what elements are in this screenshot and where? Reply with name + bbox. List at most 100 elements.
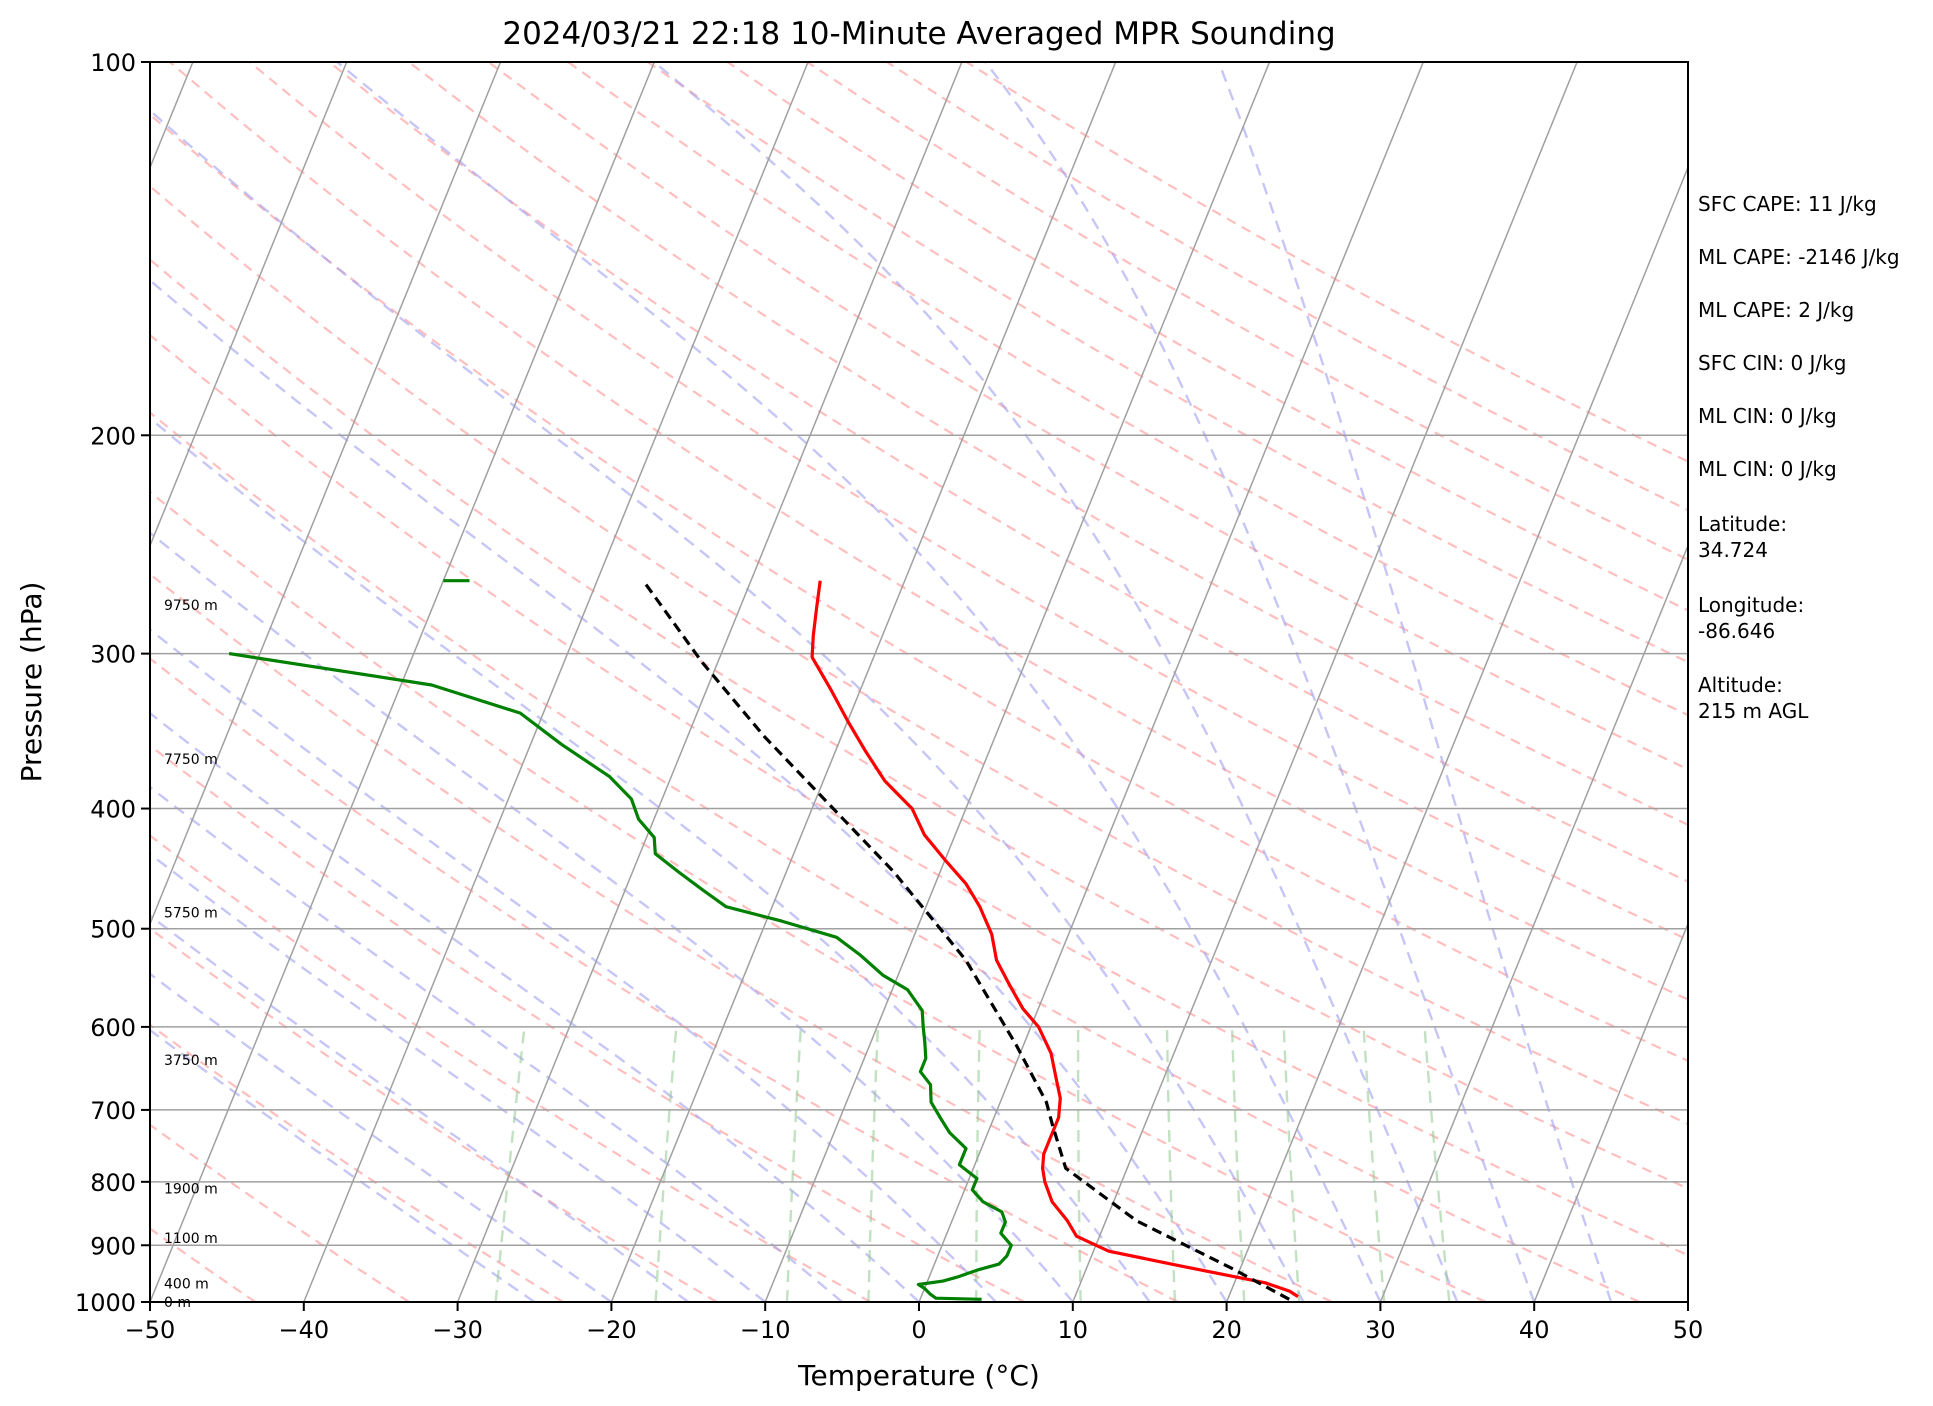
isotherm (150, 62, 348, 548)
moist-adiabat (984, 62, 1536, 1302)
x-tick-label: 20 (1211, 1316, 1242, 1344)
y-tick-label: 300 (90, 641, 136, 669)
y-axis-label: Pressure (hPa) (15, 582, 48, 783)
altitude-value: 215 m AGL (1698, 699, 1809, 723)
x-tick-label: 10 (1058, 1316, 1089, 1344)
plot-frame (149, 61, 1689, 1303)
dewpoint-line (228, 652, 1013, 1301)
x-tick-label: −20 (586, 1316, 637, 1344)
moist-adiabat (336, 62, 1382, 1302)
y-tick-label: 400 (90, 796, 136, 824)
dry-adiabat (150, 927, 718, 1302)
isotherm (1072, 62, 1578, 1302)
moist-adiabat (150, 416, 1151, 1302)
mixing-ratio-line (1362, 1026, 1386, 1302)
dry-adiabat (567, 62, 1688, 717)
moist-adiabat (1217, 62, 1613, 1302)
dry-adiabat (150, 113, 1688, 1063)
dry-adiabat (150, 657, 1179, 1302)
x-axis-label: Temperature (°C) (797, 1359, 1040, 1392)
x-tick-label: −50 (125, 1316, 176, 1344)
stat-ml-cape: ML CAPE: -2146 J/kg (1698, 245, 1900, 269)
mixing-ratio-line (654, 1026, 678, 1302)
moist-adiabat (150, 531, 1074, 1302)
latitude-label: Latitude: (1698, 512, 1787, 536)
y-tick-label: 1000 (75, 1289, 136, 1317)
dry-adiabat (487, 62, 1688, 771)
moist-adiabat (150, 627, 997, 1302)
x-axis-ticks: −50 −40 −30 −20 −10 0 10 20 30 40 50 (125, 1302, 1704, 1344)
background-lines (150, 62, 1688, 1302)
stat-sfc-cape: SFC CAPE: 11 J/kg (1698, 192, 1877, 216)
x-tick-label: 30 (1365, 1316, 1396, 1344)
dry-adiabat (806, 62, 1688, 561)
y-tick-label: 600 (90, 1014, 136, 1042)
dry-adiabat (150, 333, 1688, 1257)
isotherm (303, 62, 809, 1302)
y-tick-label: 800 (90, 1169, 136, 1197)
moist-adiabat (150, 852, 766, 1302)
longitude-value: -86.646 (1698, 619, 1775, 643)
stat-ml-cin: ML CIN: 0 J/kg (1698, 404, 1837, 428)
stat-ml-cape-2: ML CAPE: 2 J/kg (1698, 298, 1854, 322)
moist-adiabat (150, 914, 690, 1302)
height-label: 1900 m (164, 1182, 218, 1198)
y-tick-label: 700 (90, 1097, 136, 1125)
isotherm (1225, 165, 1688, 1302)
dry-adiabat (150, 411, 1641, 1302)
dry-adiabat (248, 62, 1688, 942)
dry-adiabat (169, 62, 1688, 1001)
dry-adiabat (150, 490, 1487, 1302)
moist-adiabat (150, 1028, 536, 1302)
height-label: 3750 m (164, 1053, 218, 1069)
mixing-ratio-line (1076, 1026, 1082, 1302)
isotherm (456, 62, 963, 1302)
height-label: 5750 m (164, 905, 218, 921)
dry-adiabat (150, 834, 872, 1302)
isotherm (1379, 543, 1688, 1302)
y-tick-label: 200 (90, 422, 136, 450)
moist-adiabat (150, 711, 920, 1302)
mixing-ratio-line (975, 1026, 981, 1302)
height-label: 9750 m (164, 598, 218, 614)
longitude-label: Longitude: (1698, 593, 1804, 617)
mixing-ratio-line (494, 1026, 526, 1302)
dry-adiabat (150, 572, 1333, 1302)
x-tick-label: 0 (911, 1316, 926, 1344)
height-label: 1100 m (164, 1231, 218, 1247)
y-tick-label: 100 (90, 49, 136, 77)
isotherm (150, 62, 502, 926)
stat-sfc-cin: SFC CIN: 0 J/kg (1698, 351, 1846, 375)
y-axis-ticks: 100 200 300 400 500 600 700 800 900 1000 (75, 49, 150, 1317)
height-labels: 9750 m 7750 m 5750 m 3750 m 1900 m 1100 m 400 … (164, 598, 218, 1311)
moist-adiabat (653, 62, 1459, 1302)
y-tick-label: 500 (90, 916, 136, 944)
dry-adiabat (328, 62, 1688, 883)
altitude-label: Altitude: (1698, 673, 1783, 697)
moist-adiabat (150, 278, 1228, 1302)
moist-adiabat (150, 108, 1305, 1302)
isotherm (610, 62, 1117, 1302)
y-tick-label: 900 (90, 1232, 136, 1260)
x-tick-label: −40 (278, 1316, 329, 1344)
stats-panel: SFC CAPE: 11 J/kg ML CAPE: -2146 J/kg ML… (1698, 192, 1900, 723)
isotherm (918, 62, 1425, 1302)
dry-adiabat (150, 1023, 564, 1302)
temperature-line (810, 580, 1299, 1298)
x-tick-label: 50 (1673, 1316, 1704, 1344)
x-tick-label: −10 (740, 1316, 791, 1344)
x-tick-label: −30 (432, 1316, 483, 1344)
height-label: 400 m (164, 1276, 209, 1292)
dry-adiabat (150, 1123, 410, 1302)
height-label: 7750 m (164, 752, 218, 768)
isotherm (764, 62, 1271, 1302)
latitude-value: 34.724 (1698, 538, 1768, 562)
dry-adiabat (150, 184, 1688, 1126)
x-tick-label: 40 (1519, 1316, 1550, 1344)
mixing-ratio-line (1230, 1026, 1246, 1302)
data-series (228, 579, 1299, 1301)
stat-ml-cin-2: ML CIN: 0 J/kg (1698, 457, 1837, 481)
chart-title: 2024/03/21 22:18 10-Minute Averaged MPR … (502, 16, 1335, 52)
parcel-line (642, 579, 1290, 1301)
